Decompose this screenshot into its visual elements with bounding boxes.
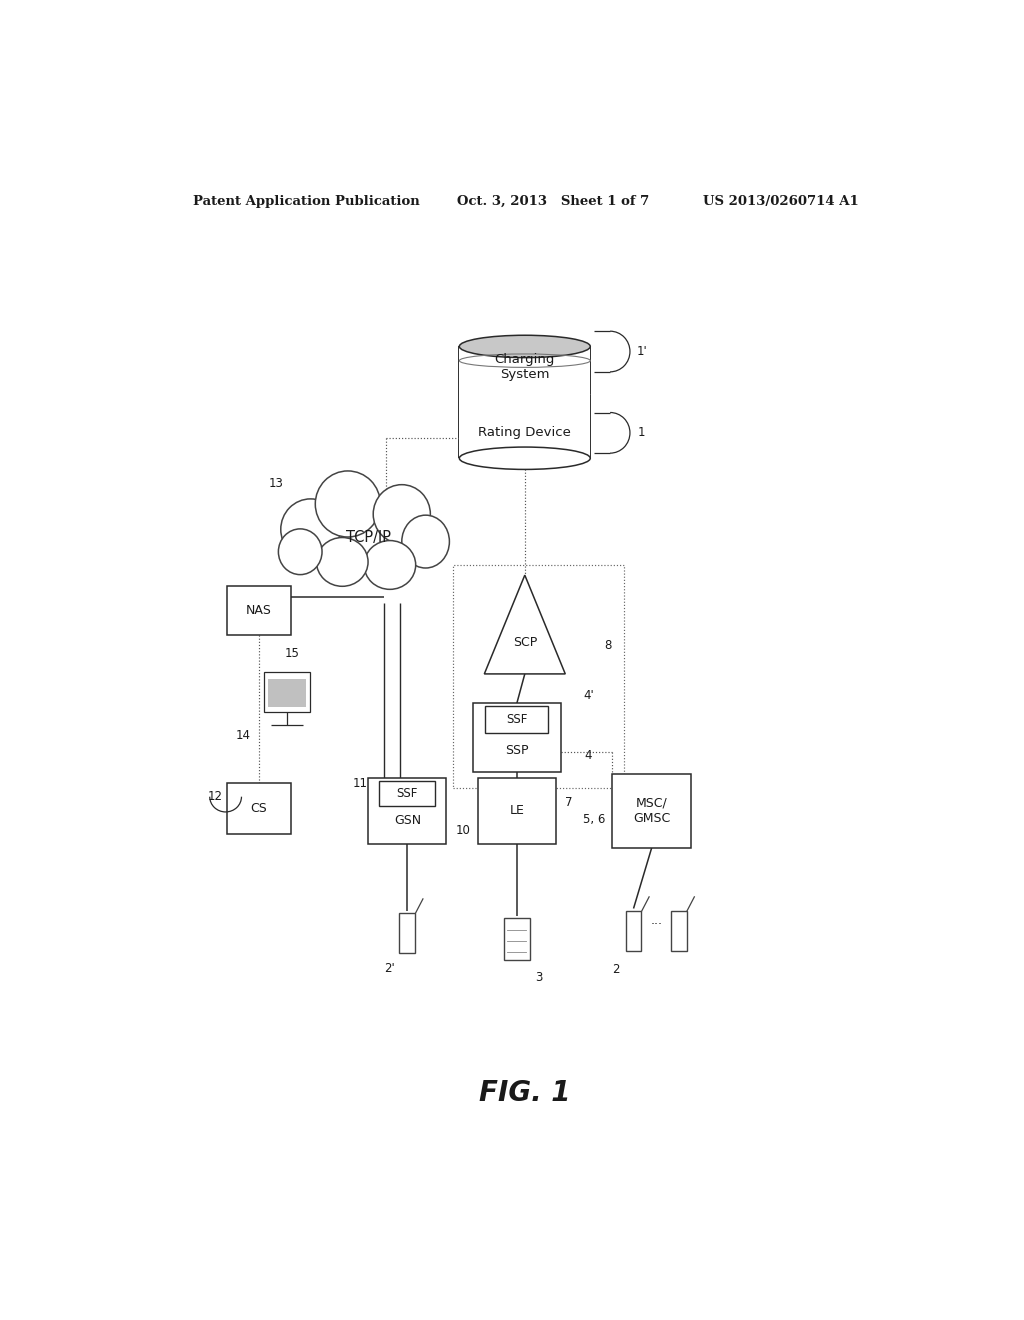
Text: SSF: SSF: [506, 713, 527, 726]
Bar: [460, 346, 590, 458]
Ellipse shape: [281, 499, 340, 560]
Ellipse shape: [316, 537, 368, 586]
Text: LE: LE: [509, 804, 524, 817]
Text: CS: CS: [251, 803, 267, 816]
Text: GSN: GSN: [394, 814, 421, 828]
Bar: [612, 775, 691, 847]
Polygon shape: [484, 576, 565, 675]
Bar: [454, 565, 624, 788]
Text: 10: 10: [456, 824, 470, 837]
Text: 4': 4': [583, 689, 594, 701]
Bar: [671, 911, 687, 952]
Text: 2': 2': [385, 962, 395, 975]
Text: Patent Application Publication: Patent Application Publication: [194, 194, 420, 207]
Bar: [473, 704, 560, 772]
Text: SSF: SSF: [396, 787, 418, 800]
Bar: [267, 678, 306, 708]
Bar: [379, 781, 435, 807]
Text: 5, 6: 5, 6: [584, 813, 606, 825]
Bar: [369, 777, 446, 843]
Text: 2: 2: [612, 964, 620, 975]
Ellipse shape: [460, 447, 590, 470]
Bar: [478, 777, 556, 843]
Text: TCP/IP: TCP/IP: [346, 531, 391, 545]
Bar: [227, 586, 291, 635]
Bar: [227, 784, 291, 834]
Ellipse shape: [401, 515, 450, 568]
Bar: [399, 912, 416, 953]
Text: Charging
System: Charging System: [495, 352, 555, 380]
Text: ...: ...: [650, 915, 663, 927]
Bar: [264, 672, 309, 713]
Text: 11: 11: [352, 776, 368, 789]
Text: SCP: SCP: [513, 636, 537, 648]
Text: 8: 8: [604, 639, 611, 652]
Text: 3: 3: [536, 972, 543, 985]
Bar: [626, 911, 641, 952]
Text: US 2013/0260714 A1: US 2013/0260714 A1: [703, 194, 859, 207]
Text: 4: 4: [585, 748, 592, 762]
Text: FIG. 1: FIG. 1: [479, 1080, 570, 1107]
Text: 14: 14: [236, 729, 251, 742]
Text: 15: 15: [285, 647, 300, 660]
Ellipse shape: [365, 541, 416, 589]
Text: Rating Device: Rating Device: [478, 426, 571, 440]
Bar: [504, 917, 529, 961]
Ellipse shape: [460, 335, 590, 358]
Ellipse shape: [373, 484, 430, 544]
Text: 1': 1': [637, 345, 647, 358]
Ellipse shape: [279, 529, 322, 574]
Ellipse shape: [315, 471, 380, 537]
Text: NAS: NAS: [246, 605, 272, 618]
Text: MSC/
GMSC: MSC/ GMSC: [633, 797, 671, 825]
Text: SSP: SSP: [505, 743, 528, 756]
Text: 13: 13: [269, 477, 284, 490]
Text: 12: 12: [208, 791, 223, 803]
Bar: [485, 706, 548, 733]
Text: Oct. 3, 2013   Sheet 1 of 7: Oct. 3, 2013 Sheet 1 of 7: [458, 194, 649, 207]
Text: 1: 1: [638, 426, 645, 440]
Text: 7: 7: [564, 796, 572, 809]
